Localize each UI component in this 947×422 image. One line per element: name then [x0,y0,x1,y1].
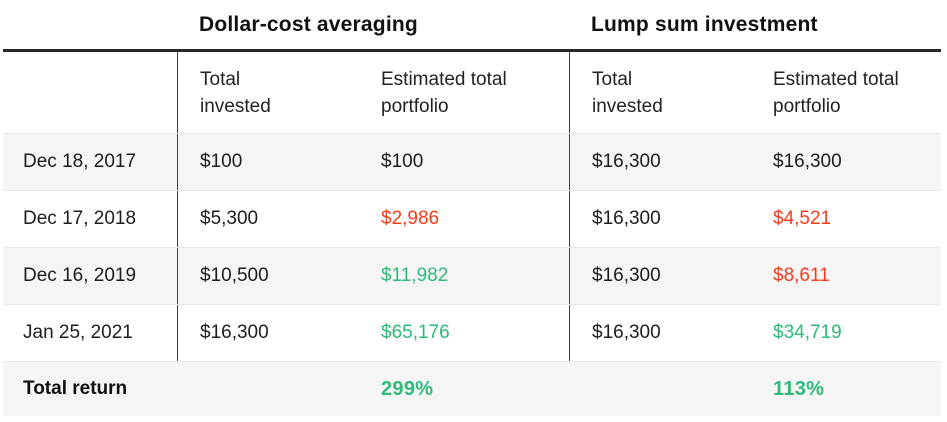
title-spacer [3,0,177,49]
lump-estimated-portfolio-value: $4,521 [773,208,832,229]
lump-total-invested-value: $16,300 [569,248,771,304]
lump-total-invested-value: $16,300 [569,134,771,190]
col-header-lump-total-invested: Total invested [569,52,771,133]
lump-estimated-portfolio-value: $34,719 [773,322,842,343]
dca-estimated-portfolio-value: $65,176 [381,322,450,343]
dca-total-invested-value: $10,500 [177,248,379,304]
header-rule [3,49,941,52]
row-date: Dec 17, 2018 [23,208,137,229]
footer-spacer [177,362,379,416]
dca-total-invested-value: $100 [177,134,379,190]
total-return-label: Total return [23,378,128,399]
section-title-lump-sum: Lump sum investment [591,12,818,36]
section-title-dollar-cost-averaging: Dollar-cost averaging [199,12,418,36]
row-date: Dec 18, 2017 [23,151,137,172]
header-spacer [3,52,177,133]
table-row: Dec 18, 2017 $100 $100 $16,300 $16,300 [3,133,941,190]
section-title-row: Dollar-cost averaging Lump sum investmen… [3,0,941,49]
column-header-row: Total invested Estimated total portfolio… [3,52,941,133]
dca-estimated-portfolio-value: $100 [381,151,424,172]
col-header-dca-total-invested: Total invested [177,52,379,133]
lump-total-invested-value: $16,300 [569,191,771,247]
dca-total-return-value: 299% [381,377,434,400]
row-date: Jan 25, 2021 [23,322,133,343]
total-return-row: Total return 299% 113% [3,361,941,416]
dca-estimated-portfolio-value: $11,982 [381,265,449,286]
lump-total-invested-value: $16,300 [569,305,771,361]
table-row: Dec 16, 2019 $10,500 $11,982 $16,300 $8,… [3,247,941,304]
lump-estimated-portfolio-value: $16,300 [773,151,842,172]
col-header-lump-estimated-portfolio: Estimated total portfolio [773,68,899,117]
dca-estimated-portfolio-value: $2,986 [381,208,440,229]
table-container: Dollar-cost averaging Lump sum investmen… [3,0,941,416]
dca-total-invested-value: $5,300 [177,191,379,247]
col-header-dca-estimated-portfolio: Estimated total portfolio [381,68,507,117]
table-row: Jan 25, 2021 $16,300 $65,176 $16,300 $34… [3,304,941,361]
footer-spacer [569,362,771,416]
dca-total-invested-value: $16,300 [177,305,379,361]
table-row: Dec 17, 2018 $5,300 $2,986 $16,300 $4,52… [3,190,941,247]
row-date: Dec 16, 2019 [23,265,137,286]
lump-estimated-portfolio-value: $8,611 [773,265,830,286]
lump-total-return-value: 113% [773,377,825,400]
